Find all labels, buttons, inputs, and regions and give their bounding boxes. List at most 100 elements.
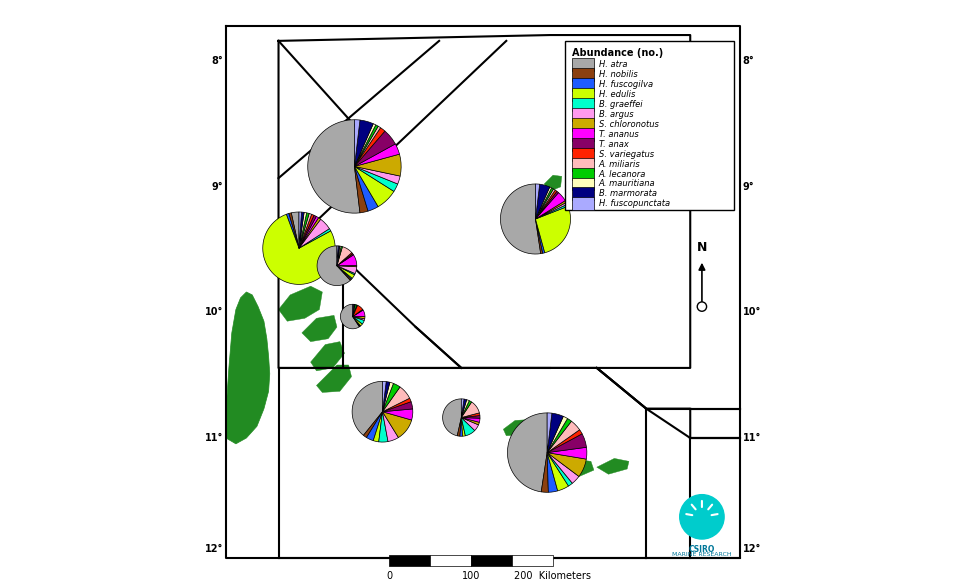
Polygon shape: [547, 434, 587, 453]
Polygon shape: [550, 458, 594, 478]
Polygon shape: [354, 166, 368, 213]
Polygon shape: [278, 286, 323, 321]
Polygon shape: [541, 453, 548, 492]
Polygon shape: [352, 305, 357, 317]
Text: S. chloronotus: S. chloronotus: [598, 120, 659, 129]
Polygon shape: [382, 384, 400, 412]
Polygon shape: [299, 213, 309, 248]
Text: H. nobilis: H. nobilis: [598, 70, 637, 79]
Polygon shape: [536, 190, 557, 219]
Polygon shape: [299, 219, 329, 248]
Polygon shape: [462, 418, 480, 422]
Polygon shape: [352, 305, 363, 317]
Polygon shape: [547, 416, 567, 453]
Polygon shape: [382, 381, 390, 412]
Text: 9°: 9°: [211, 182, 223, 192]
Polygon shape: [500, 184, 540, 254]
Polygon shape: [547, 447, 587, 459]
Polygon shape: [354, 124, 375, 166]
Polygon shape: [536, 206, 570, 253]
Polygon shape: [547, 419, 571, 453]
Polygon shape: [547, 413, 552, 453]
FancyBboxPatch shape: [572, 58, 594, 71]
Text: H. fuscogilva: H. fuscogilva: [598, 80, 653, 89]
Polygon shape: [536, 187, 552, 219]
Text: Abundance (no.): Abundance (no.): [572, 48, 663, 58]
Polygon shape: [354, 120, 360, 166]
Polygon shape: [263, 214, 335, 284]
Polygon shape: [448, 406, 474, 427]
Text: A. miliaris: A. miliaris: [598, 159, 640, 169]
Polygon shape: [354, 120, 373, 166]
Polygon shape: [337, 266, 354, 279]
Text: 200  Kilometers: 200 Kilometers: [515, 571, 591, 581]
Text: 10°: 10°: [204, 307, 223, 318]
FancyBboxPatch shape: [572, 118, 594, 131]
Polygon shape: [462, 416, 480, 418]
Polygon shape: [337, 246, 340, 266]
Polygon shape: [379, 412, 388, 442]
Polygon shape: [462, 418, 479, 425]
Polygon shape: [289, 213, 299, 248]
FancyBboxPatch shape: [572, 68, 594, 81]
Polygon shape: [382, 402, 413, 412]
Polygon shape: [382, 387, 410, 412]
Polygon shape: [536, 204, 568, 219]
Polygon shape: [354, 126, 380, 166]
Polygon shape: [226, 292, 270, 444]
Polygon shape: [536, 188, 554, 219]
Polygon shape: [352, 304, 357, 317]
Polygon shape: [341, 304, 359, 329]
Polygon shape: [382, 412, 412, 437]
FancyBboxPatch shape: [572, 197, 594, 210]
Polygon shape: [367, 412, 382, 441]
Polygon shape: [547, 413, 564, 453]
Polygon shape: [308, 120, 360, 213]
Polygon shape: [382, 383, 394, 412]
FancyBboxPatch shape: [572, 128, 594, 141]
Polygon shape: [354, 125, 378, 166]
Polygon shape: [352, 317, 365, 319]
Polygon shape: [503, 419, 536, 436]
Polygon shape: [299, 218, 321, 248]
FancyBboxPatch shape: [572, 108, 594, 121]
Text: H. fuscopunctata: H. fuscopunctata: [598, 199, 670, 208]
FancyBboxPatch shape: [572, 148, 594, 161]
FancyBboxPatch shape: [572, 138, 594, 151]
Polygon shape: [311, 342, 345, 371]
Polygon shape: [536, 192, 559, 219]
Polygon shape: [291, 212, 299, 248]
Text: B. argus: B. argus: [598, 110, 634, 119]
Polygon shape: [597, 458, 629, 474]
Polygon shape: [547, 421, 580, 453]
Polygon shape: [354, 166, 397, 192]
Polygon shape: [337, 253, 353, 266]
Text: 8°: 8°: [743, 56, 755, 67]
FancyBboxPatch shape: [572, 98, 594, 111]
Polygon shape: [364, 412, 382, 437]
Polygon shape: [352, 317, 362, 326]
Polygon shape: [547, 453, 587, 477]
Polygon shape: [299, 215, 316, 248]
Text: T. anax: T. anax: [598, 140, 629, 149]
Polygon shape: [547, 453, 579, 484]
Polygon shape: [354, 154, 401, 176]
Polygon shape: [299, 213, 306, 248]
Text: A. mauritiana: A. mauritiana: [598, 179, 655, 189]
Polygon shape: [337, 266, 352, 279]
Polygon shape: [443, 399, 462, 436]
Polygon shape: [536, 219, 542, 253]
Polygon shape: [462, 402, 479, 418]
Polygon shape: [462, 399, 464, 418]
Polygon shape: [299, 212, 304, 248]
Polygon shape: [462, 399, 467, 418]
FancyBboxPatch shape: [564, 41, 734, 210]
Polygon shape: [299, 214, 312, 248]
Polygon shape: [337, 246, 341, 266]
Polygon shape: [299, 217, 319, 248]
Circle shape: [697, 302, 707, 311]
Polygon shape: [462, 418, 475, 436]
Polygon shape: [354, 166, 378, 211]
Polygon shape: [352, 381, 382, 436]
FancyBboxPatch shape: [572, 168, 594, 180]
